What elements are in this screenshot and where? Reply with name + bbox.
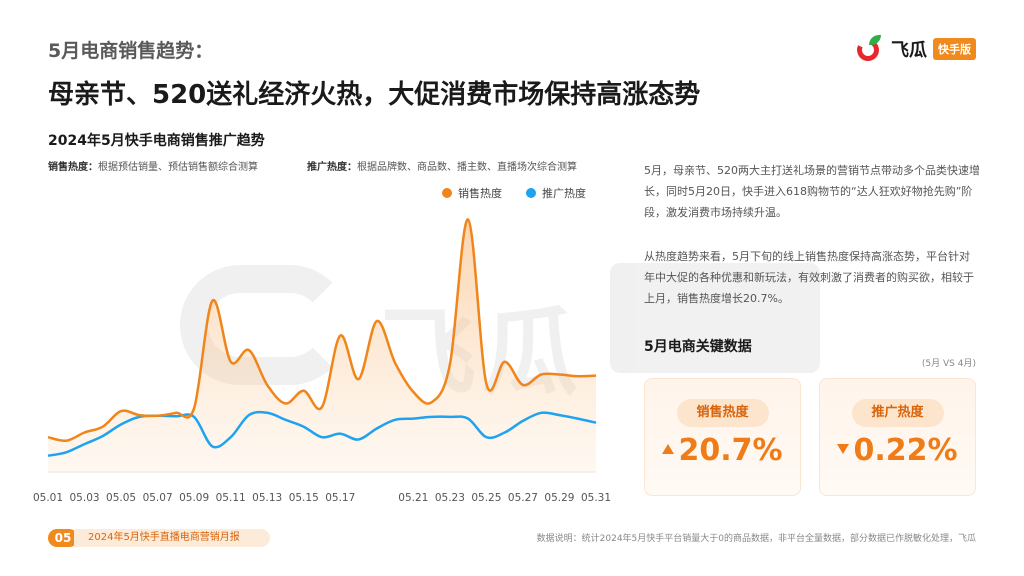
kpi-value: 20.7% [645,433,800,468]
key-data-title: 5月电商关键数据 [644,339,752,355]
series-line-promo [47,410,597,457]
chart-title: 2024年5月快手电商销售推广趋势 [48,133,265,149]
legend-label-sales: 销售热度 [458,187,502,200]
kpi-value-text: 20.7% [678,433,783,468]
arrow-up-icon [662,443,675,454]
x-tick-label: 05.15 [289,492,319,504]
key-data-compare: (5月 VS 4月) [921,359,976,369]
arrow-down-icon [837,443,850,454]
section-eyebrow: 5月电商销售趋势： [48,40,214,62]
kpi-card-sales: 销售热度 20.7% [644,378,801,496]
kpi-label: 销售热度 [676,399,769,427]
series-line-sales [47,218,597,443]
promo-note-label: 推广热度： [307,162,357,173]
brand-badge: 快手版 [933,38,976,60]
x-tick-label: 05.03 [70,492,100,504]
x-tick-label: 05.31 [581,492,611,504]
page-title: 母亲节、520送礼经济火热，大促消费市场保持高涨态势 [48,80,701,110]
x-tick-label: 05.11 [216,492,246,504]
page-number: 05 [48,529,78,547]
x-tick-label: 05.27 [508,492,538,504]
promo-note: 推广热度：根据品牌数、商品数、播主数、直播场次综合测算 [307,158,577,173]
sales-note: 销售热度：根据预估销量、预估销售额综合测算 [48,158,258,173]
sales-area [48,219,596,472]
legend-dot-promo [526,188,536,198]
x-tick-label: 05.09 [179,492,209,504]
x-tick-label: 05.01 [33,492,63,504]
legend-label-promo: 推广热度 [542,187,586,200]
x-tick-label: 05.17 [325,492,355,504]
report-title: 2024年5月快手直播电商营销月报 [74,529,270,547]
data-footnote: 数据说明：统计2024年5月快手平台销量大于0的商品数据，非平台全量数据，部分数… [536,534,976,544]
x-tick-label: 05.29 [544,492,574,504]
legend-dot-sales [442,188,452,198]
x-tick-label: 05.07 [143,492,173,504]
kpi-card-promo: 推广热度 0.22% [819,378,976,496]
brand-logo: 飞瓜 快手版 [853,34,976,65]
x-tick-label: 05.25 [471,492,501,504]
kpi-value: 0.22% [820,433,975,468]
x-tick-label: 05.13 [252,492,282,504]
x-tick-label: 05.21 [398,492,428,504]
sales-note-text: 根据预估销量、预估销售额综合测算 [98,162,258,173]
brand-name: 飞瓜 [891,40,927,61]
x-tick-label: 05.23 [435,492,465,504]
feigua-logo-icon [853,35,885,65]
analysis-paragraph-1: 5月，母亲节、520两大主打送礼场景的营销节点带动多个品类快速增长，同时5月20… [644,164,980,219]
sales-note-label: 销售热度： [48,162,98,173]
x-tick-label: 05.05 [106,492,136,504]
kpi-label: 推广热度 [851,399,944,427]
analysis-paragraph-2: 从热度趋势来看，5月下旬的线上销售热度保持高涨态势，平台针对年中大促的各种优惠和… [644,250,974,305]
legend-item-promo: 推广热度 [526,185,586,201]
kpi-value-text: 0.22% [853,433,958,468]
legend-item-sales: 销售热度 [442,185,502,201]
promo-note-text: 根据品牌数、商品数、播主数、直播场次综合测算 [357,162,577,173]
